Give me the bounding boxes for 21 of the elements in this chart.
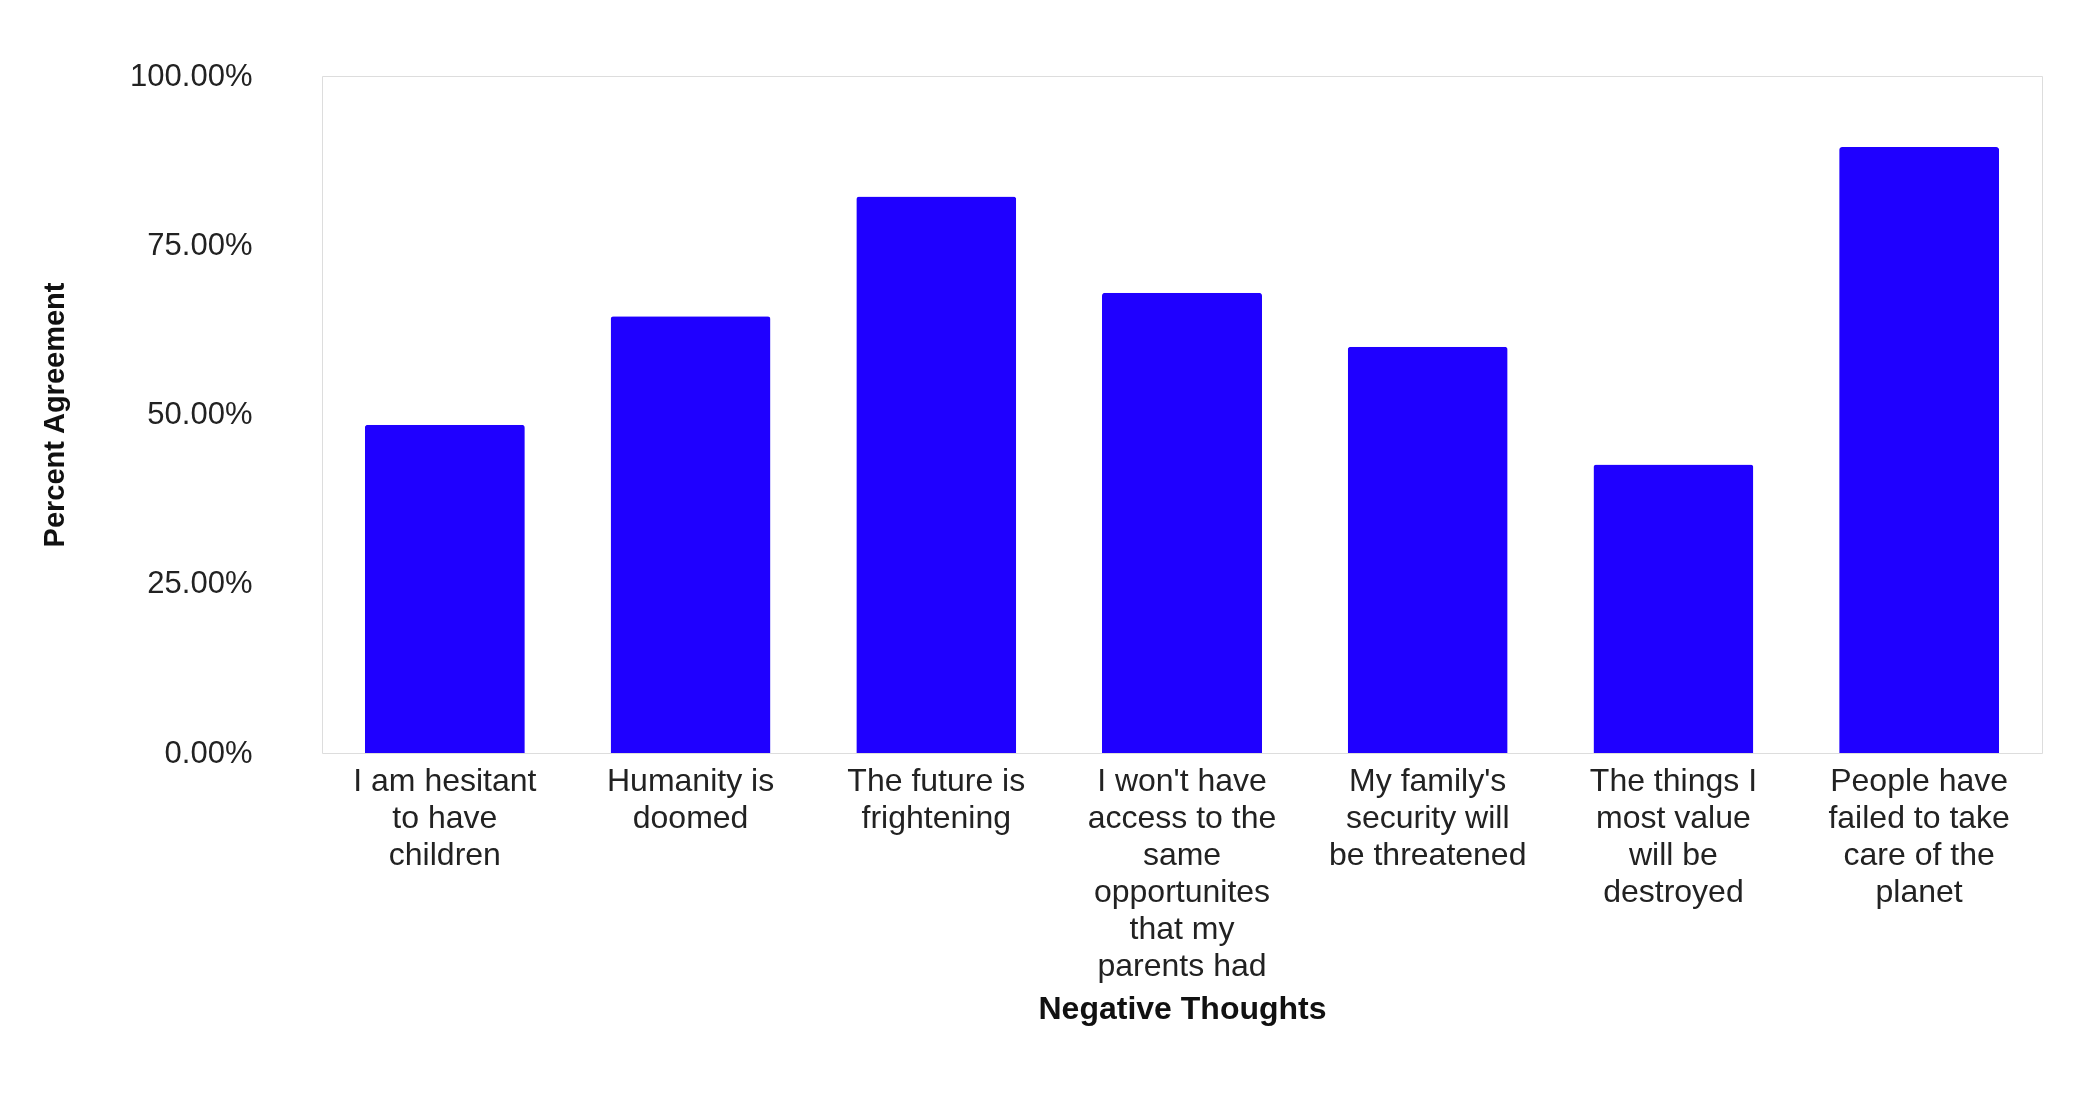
x-tick-label: Humanity is doomed <box>606 761 775 835</box>
y-axis-title: Percent Agreement <box>38 282 71 548</box>
y-tick-label: 50.00% <box>147 396 253 431</box>
bar <box>1102 292 1262 753</box>
x-tick-label: The future is frightening <box>847 761 1026 835</box>
bar <box>364 424 525 753</box>
bar <box>856 196 1017 753</box>
x-tick-label: The things I most value will be destroyed <box>1589 761 1758 909</box>
x-tick-label: My family's security will be threatened <box>1328 761 1527 872</box>
x-tick-label: I am hesitant to have children <box>353 761 537 872</box>
y-tick-label: 0.00% <box>164 734 253 770</box>
y-tick-label: 25.00% <box>147 565 253 601</box>
x-tick-label: People have failed to take care of the planet <box>1828 761 2010 909</box>
y-tick-label: 100.00% <box>130 57 253 93</box>
bar <box>1347 346 1508 753</box>
x-axis-title: Negative Thoughts <box>1038 989 1327 1026</box>
x-tick-label: I won't have access to the same opportunites that my parents had <box>1087 761 1277 983</box>
bar <box>1839 147 2000 753</box>
y-tick-label: 75.00% <box>147 226 253 262</box>
bar <box>610 316 771 753</box>
bar <box>1593 464 1754 753</box>
